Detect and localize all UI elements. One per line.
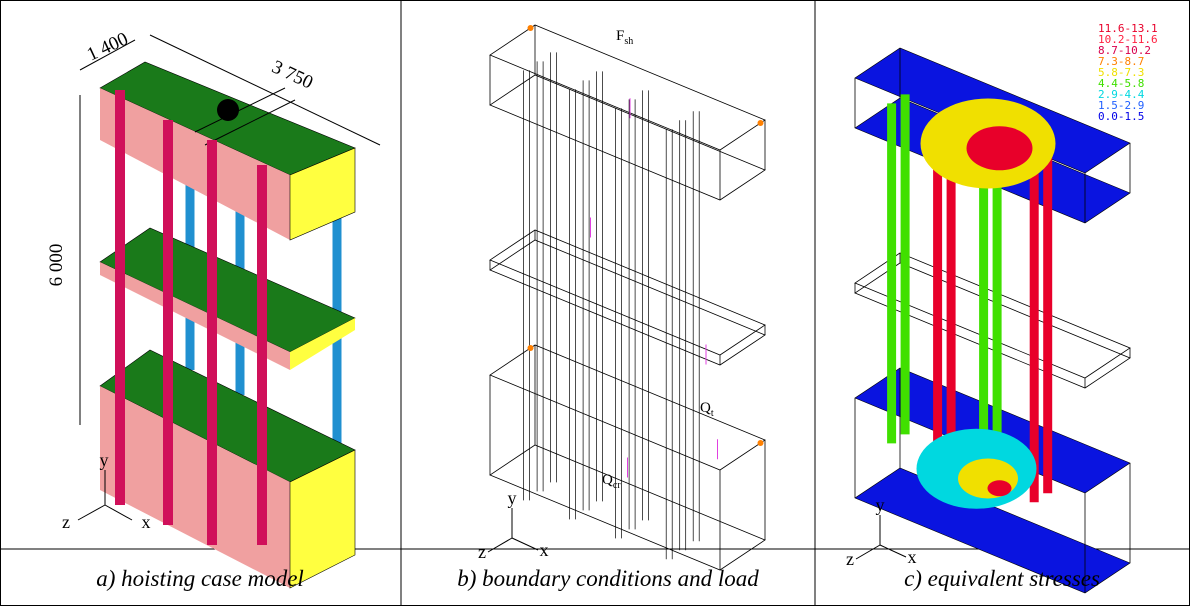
legend-label: 0.0-1.5 (1098, 110, 1144, 123)
box-face (489, 344, 766, 471)
beam-line (194, 87, 286, 133)
axis-label: z (478, 542, 486, 562)
stress-drawing: 11.6-13.110.2-11.68.7-10.27.3-8.75.8-7.3… (846, 22, 1158, 594)
legend-label: 5.8-7.3 (1098, 66, 1144, 79)
axis-triad (77, 470, 133, 521)
axis-label: z (846, 549, 854, 569)
beam-line (204, 99, 296, 146)
slab-front (100, 262, 290, 370)
axis-label: x (908, 547, 917, 567)
axis-label: x (540, 540, 549, 560)
boundary-drawing: y z x (478, 24, 766, 571)
dimension-label: 6 000 (46, 244, 67, 287)
axis-label: y (876, 495, 885, 515)
stress-blob (987, 480, 1012, 497)
legend-label: 11.6-13.1 (1098, 22, 1158, 35)
load-symbol: Q (700, 400, 711, 416)
legend-label: 2.9-4.4 (1098, 88, 1145, 101)
load-subscript: cr (613, 480, 621, 491)
load-label: Qcr (602, 472, 621, 491)
slab-front (100, 386, 290, 588)
legend-label: 4.4-5.8 (1098, 77, 1144, 90)
stress-blob (966, 126, 1033, 171)
caption: a) hoisting case model (96, 566, 304, 591)
legend-label: 10.2-11.6 (1098, 33, 1158, 46)
slab-end (290, 318, 355, 370)
support (757, 120, 764, 126)
load-label: Fsh (616, 28, 633, 47)
axis-label: y (100, 450, 109, 470)
model-drawing: 1 400 3 750 6 000 y z x (46, 28, 381, 589)
box-face (489, 229, 766, 356)
axis-label: y (508, 488, 517, 508)
load-subscript: sh (624, 36, 633, 47)
legend-label: 1.5-2.9 (1098, 99, 1144, 112)
front-columns (115, 90, 267, 545)
load-symbol: Q (602, 472, 613, 488)
load-symbol: F (616, 28, 624, 44)
axis-line (879, 544, 907, 558)
axis-line (487, 537, 513, 553)
slab-end (289, 449, 356, 589)
support (757, 440, 764, 446)
axis-label: z (62, 512, 70, 532)
slab-end (289, 147, 356, 241)
support (527, 345, 534, 351)
legend-label: 7.3-8.7 (1098, 55, 1144, 68)
legend-label: 8.7-10.2 (1098, 44, 1151, 57)
dimension-label: 3 750 (269, 56, 317, 93)
hook (217, 99, 239, 121)
load-label: Qt (700, 400, 714, 419)
axis-line (511, 537, 539, 551)
dimension-lines (79, 34, 381, 425)
support (527, 25, 534, 31)
load-subscript: t (711, 408, 714, 419)
dimension-label: 1 400 (84, 28, 132, 65)
axis-label: x (142, 512, 151, 532)
caption: c) equivalent stresses (904, 566, 1100, 591)
box-face (854, 252, 1131, 379)
slab-front (100, 88, 290, 240)
box-face (854, 262, 1131, 389)
box-face (489, 74, 766, 201)
caption: b) boundary conditions and load (457, 566, 759, 591)
axis-line (855, 544, 881, 560)
